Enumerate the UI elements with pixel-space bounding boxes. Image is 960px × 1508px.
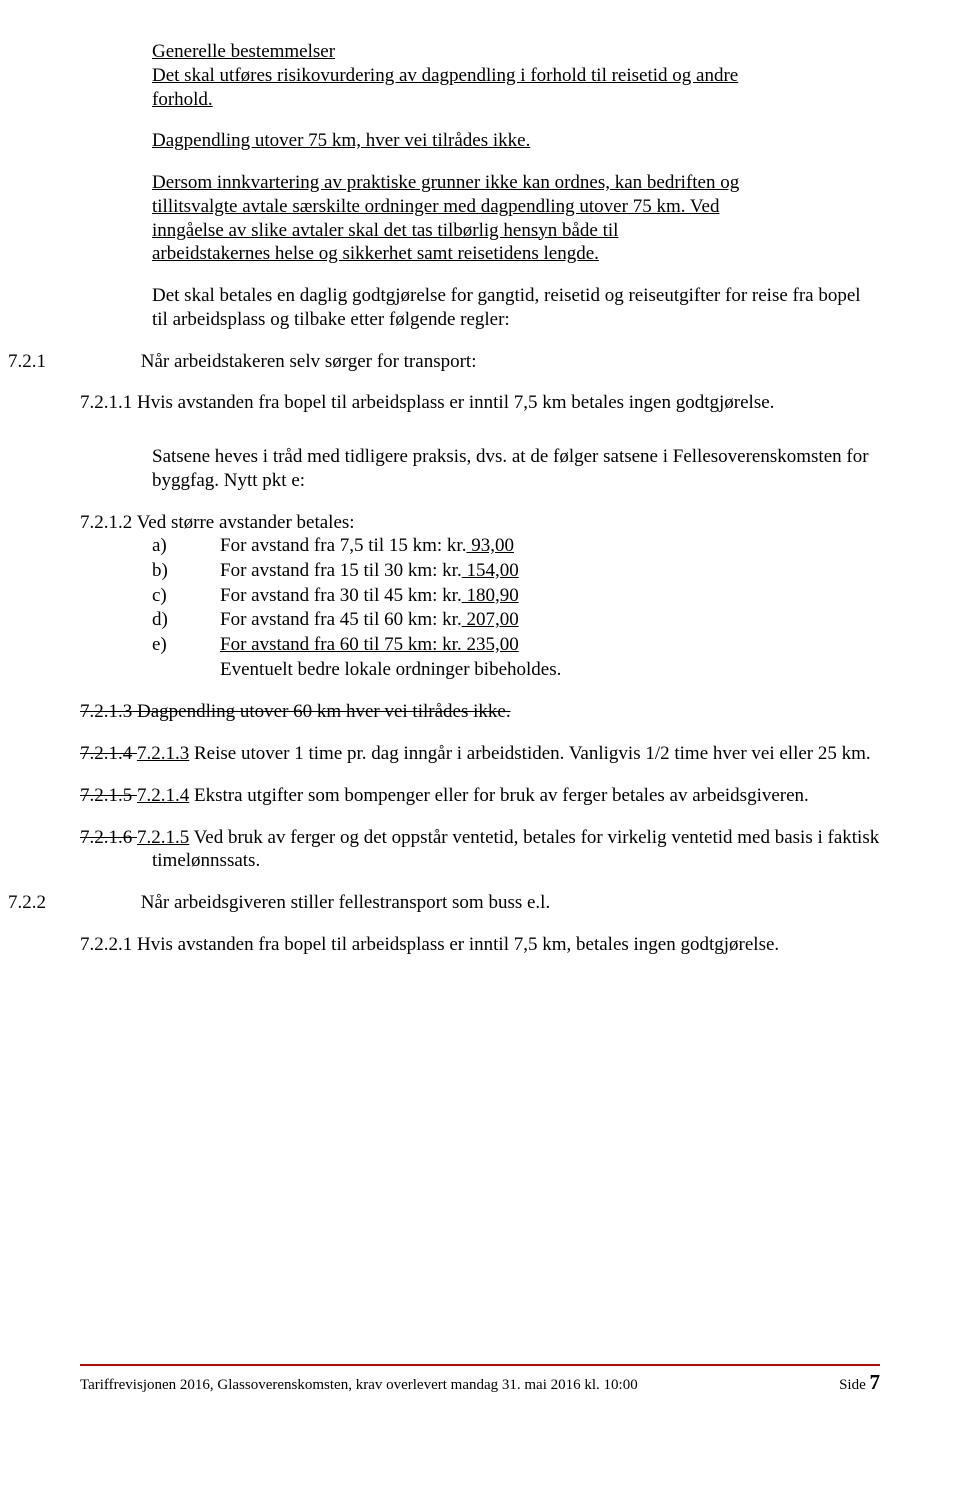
footer-page: Side 7 — [839, 1370, 880, 1395]
secnum-7-2-2: 7.2.2 — [80, 891, 136, 915]
document-page: Generelle bestemmelser Det skal utføres … — [0, 0, 960, 1420]
secnum-7-2-1-1: 7.2.1.1 — [80, 392, 132, 413]
note-block: Satsene heves i tråd med tidligere praks… — [152, 445, 880, 493]
section-7-2-1: 7.2.1 Når arbeidstakeren selv sørger for… — [80, 350, 880, 374]
sectitle-7-2-2: Når arbeidsgiveren stiller fellestranspo… — [141, 892, 550, 913]
section-7-2-1-1: 7.2.1.1 Hvis avstanden fra bopel til arb… — [80, 391, 880, 415]
section-7-2-1-3: 7.2.1.4 7.2.1.3 Reise utover 1 time pr. … — [80, 742, 880, 766]
secnum-new-7-2-1-4: 7.2.1.4 — [137, 785, 189, 806]
footer-left: Tariffrevisjonen 2016, Glassoverenskomst… — [80, 1377, 638, 1394]
secnum-7-2-1-2: 7.2.1.2 — [80, 512, 132, 533]
intro-p1-line2: forhold. — [152, 89, 213, 110]
intro-block: Generelle bestemmelser Det skal utføres … — [152, 40, 880, 332]
list-item-e: e)For avstand fra 60 til 75 km: kr. 235,… — [152, 633, 880, 658]
intro-p1-line1: Det skal utføres risikovurdering av dagp… — [152, 65, 738, 86]
intro-p3d: inngåelse av slike avtaler skal det tas … — [152, 220, 618, 241]
secnum-7-2-2-1: 7.2.2.1 — [80, 934, 132, 955]
section-7-2-1-2: 7.2.1.2 Ved større avstander betales: a)… — [80, 511, 880, 683]
secnum-7-2-1: 7.2.1 — [80, 350, 136, 374]
list-tail: Eventuelt bedre lokale ordninger bibehol… — [152, 658, 880, 683]
section-7-2-1-5: 7.2.1.6 7.2.1.5 Ved bruk av ferger og de… — [80, 826, 880, 874]
sectext-7-2-1-4: Ekstra utgifter som bompenger eller for … — [189, 785, 809, 806]
page-footer: Tariffrevisjonen 2016, Glassoverenskomst… — [80, 1364, 880, 1395]
intro-p3b: tillitsvalgte avtale særskilte ordninger… — [152, 196, 685, 217]
sectitle-7-2-1-2: Ved større avstander betales: — [132, 512, 354, 533]
secnum-7-2-1-3-struck: 7.2.1.3 — [80, 701, 132, 722]
sectext-7-2-2-1: Hvis avstanden fra bopel til arbeidsplas… — [132, 934, 779, 955]
section-7-2-2-1: 7.2.2.1 Hvis avstanden fra bopel til arb… — [80, 933, 880, 957]
list-item-b: b)For avstand fra 15 til 30 km: kr. 154,… — [152, 559, 880, 584]
heading-generelle: Generelle bestemmelser — [152, 41, 335, 62]
sectext-7-2-1-3-struck: Dagpendling utover 60 km hver vei tilråd… — [132, 701, 510, 722]
intro-p4: Det skal betales en daglig godtgjørelse … — [152, 284, 880, 332]
secnum-old-7-2-1-4: 7.2.1.4 — [80, 743, 137, 764]
section-7-2-1-4: 7.2.1.5 7.2.1.4 Ekstra utgifter som bomp… — [80, 784, 880, 808]
sectext-7-2-1-1: Hvis avstanden fra bopel til arbeidsplas… — [132, 392, 774, 413]
sectext-7-2-1-3: Reise utover 1 time pr. dag inngår i arb… — [189, 743, 870, 764]
list-item-a: a)For avstand fra 7,5 til 15 km: kr. 93,… — [152, 534, 880, 559]
secnum-old-7-2-1-5: 7.2.1.5 — [80, 785, 137, 806]
sectitle-7-2-1: Når arbeidstakeren selv sørger for trans… — [141, 351, 477, 372]
intro-p3e: arbeidstakernes helse og sikkerhet samt … — [152, 243, 599, 264]
intro-p2: Dagpendling utover 75 km, hver vei tilrå… — [152, 130, 530, 151]
list-item-d: d)For avstand fra 45 til 60 km: kr. 207,… — [152, 608, 880, 633]
section-7-2-2: 7.2.2 Når arbeidsgiveren stiller fellest… — [80, 891, 880, 915]
intro-p3c: Ved — [685, 196, 719, 217]
secnum-old-7-2-1-6: 7.2.1.6 — [80, 827, 137, 848]
secnum-new-7-2-1-3: 7.2.1.3 — [137, 743, 189, 764]
sectext-7-2-1-5: Ved bruk av ferger og det oppstår ventet… — [152, 827, 879, 872]
list-item-c: c)For avstand fra 30 til 45 km: kr. 180,… — [152, 584, 880, 609]
intro-p3a: Dersom innkvartering av praktiske grunne… — [152, 172, 739, 193]
secnum-new-7-2-1-5: 7.2.1.5 — [137, 827, 189, 848]
section-7-2-1-3-struck: 7.2.1.3 Dagpendling utover 60 km hver ve… — [80, 700, 880, 724]
